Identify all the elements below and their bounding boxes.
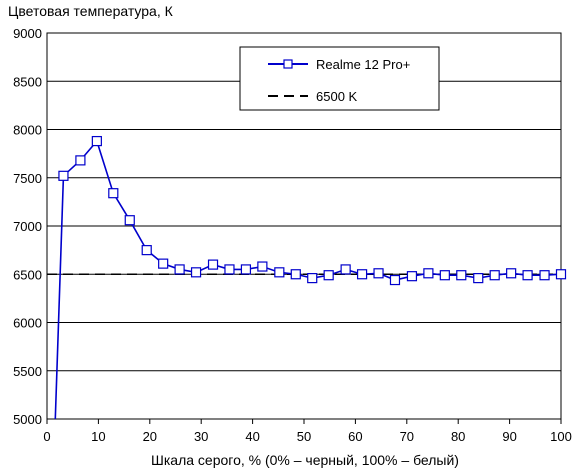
data-point-realme — [506, 268, 517, 279]
x-tick-label: 90 — [502, 429, 516, 444]
y-tick-label: 5000 — [13, 412, 42, 427]
data-point-realme — [290, 269, 301, 280]
legend-box — [239, 46, 440, 111]
data-point-realme — [158, 258, 169, 269]
legend-label-6500k: 6500 K — [316, 89, 358, 104]
x-tick-label: 0 — [43, 429, 50, 444]
data-point-realme — [406, 271, 418, 282]
data-point-realme — [124, 215, 135, 226]
data-point-realme — [555, 269, 567, 280]
legend-label-realme: Realme 12 Pro+ — [316, 57, 410, 72]
data-point-realme — [456, 270, 467, 281]
data-point-realme — [141, 245, 152, 256]
data-point-realme — [307, 273, 318, 284]
x-axis-label: Шкала серого, % (0% – черный, 100% – бел… — [151, 452, 459, 468]
data-point-realme — [522, 270, 533, 281]
data-point-realme — [58, 170, 69, 181]
data-point-realme — [489, 270, 500, 281]
y-tick-label: 6000 — [13, 316, 42, 331]
data-point-realme — [190, 267, 202, 278]
y-axis-label: Цветовая температура, К — [8, 3, 174, 19]
x-tick-label: 60 — [348, 429, 362, 444]
data-point-realme — [356, 269, 368, 280]
data-point-realme — [224, 264, 235, 275]
data-series — [47, 135, 567, 419]
data-point-realme — [75, 155, 86, 166]
data-point-realme — [207, 259, 219, 270]
data-point-realme — [373, 268, 384, 279]
y-tick-label: 9000 — [13, 26, 42, 41]
y-tick-label: 8500 — [13, 74, 42, 89]
x-tick-label: 50 — [297, 429, 311, 444]
data-point-realme — [439, 270, 450, 281]
x-tick-label: 10 — [91, 429, 105, 444]
y-tick-label: 7500 — [13, 171, 42, 186]
data-point-realme — [323, 270, 334, 281]
legend-marker-realme — [283, 59, 293, 69]
x-tick-label: 30 — [194, 429, 208, 444]
data-point-realme — [240, 264, 252, 275]
data-point-realme — [91, 135, 102, 147]
data-point-realme — [473, 273, 484, 284]
x-tick-label: 80 — [451, 429, 465, 444]
data-point-realme — [389, 274, 401, 286]
y-tick-label: 5500 — [13, 364, 42, 379]
data-point-realme — [108, 188, 119, 199]
x-axis-ticks: 0 10 20 30 40 50 60 70 80 90 100 — [43, 419, 572, 444]
x-tick-label: 100 — [550, 429, 572, 444]
data-point-realme — [340, 264, 351, 275]
x-tick-label: 70 — [400, 429, 414, 444]
y-tick-label: 6500 — [13, 267, 42, 282]
y-tick-label: 8000 — [13, 123, 42, 138]
y-axis-ticks: 5000 5500 6000 6500 7000 7500 8000 8500 9000 — [13, 26, 42, 427]
data-point-realme — [174, 264, 185, 275]
data-point-realme — [274, 267, 285, 278]
data-point-realme — [257, 261, 268, 272]
y-tick-label: 7000 — [13, 219, 42, 234]
data-point-realme — [539, 270, 550, 281]
data-point-realme — [423, 268, 434, 279]
x-tick-label: 40 — [245, 429, 259, 444]
legend: Realme 12 Pro+ 6500 K — [239, 46, 440, 111]
x-tick-label: 20 — [143, 429, 157, 444]
